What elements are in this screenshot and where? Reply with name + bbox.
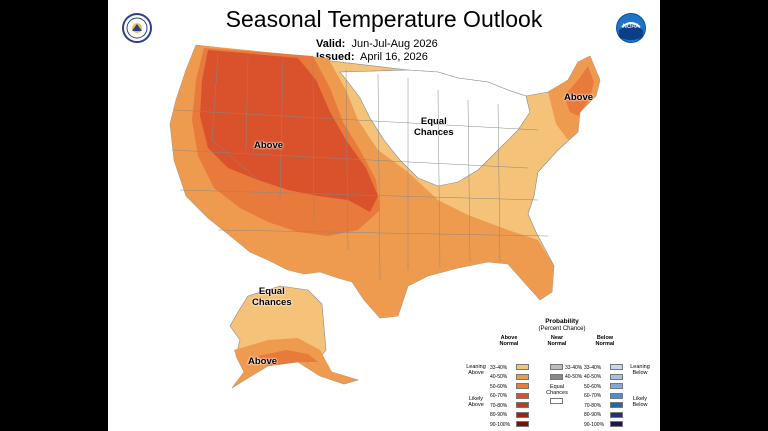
below-label: 70-80% <box>584 402 602 409</box>
group-line: Above <box>468 370 484 376</box>
probability-legend: Probability (Percent Chance) Above Norma… <box>460 318 660 431</box>
above-label: 33-40% <box>490 364 508 371</box>
group-line: Leaning <box>630 364 650 370</box>
above-60-70-region <box>200 50 378 212</box>
near-header: Near Normal <box>542 335 572 347</box>
below-label: 90-100% <box>584 421 605 428</box>
above-header-line: Normal <box>499 341 519 347</box>
above-swatch <box>516 411 529 418</box>
equal-chances-region <box>339 69 531 187</box>
legend-title: Probability <box>545 318 579 325</box>
below-swatch <box>610 373 623 380</box>
near-label: 40-50% <box>565 374 583 380</box>
leaning-above-label: Leaning Above <box>462 364 490 376</box>
commerce-seal-icon <box>122 13 152 43</box>
alaska-south-region <box>258 350 318 366</box>
below-label: 50-60% <box>584 383 602 390</box>
above-label: 80-90% <box>490 412 508 418</box>
legend-subtitle: (Percent Chance) <box>538 326 586 332</box>
below-swatch <box>610 364 623 370</box>
above-swatch <box>516 383 529 389</box>
northeast-core-region <box>564 66 594 116</box>
near-swatch <box>550 364 563 370</box>
near-header-line: Near <box>550 335 564 341</box>
above-header: Above Normal <box>494 335 524 347</box>
below-label: 33-40% <box>584 364 602 371</box>
page-title: Seasonal Temperature Outlook <box>225 6 543 32</box>
label-line: Equal <box>420 116 447 127</box>
likely-below-label: Likely Below <box>626 396 654 408</box>
outlook-panel: NOAA Seasonal Temperature Outlook Valid:… <box>108 0 660 431</box>
leaning-below-label: Leaning Below <box>626 364 654 376</box>
below-swatch <box>610 402 623 408</box>
below-swatch <box>610 392 623 399</box>
label-line: Chances <box>414 127 454 138</box>
below-header: Below Normal <box>590 335 620 347</box>
label-above-alaska: Above <box>248 356 278 367</box>
below-label: 60-70% <box>584 393 602 399</box>
below-swatch <box>610 411 623 418</box>
group-line: Below <box>632 402 648 408</box>
label-above-northeast: Above <box>564 92 594 103</box>
label-equal-chances-midwest: Equal Chances <box>414 116 454 138</box>
issued-value: April 16, 2026 <box>360 51 428 63</box>
label-line: Chances <box>252 297 292 308</box>
equal-chances-legend: Equal Chances <box>540 384 574 396</box>
above-label: 90-100% <box>490 421 511 428</box>
below-label: 40-50% <box>584 374 602 380</box>
noaa-logo-icon: NOAA <box>616 13 646 43</box>
valid-label: Valid: <box>316 38 346 50</box>
group-line: Likely <box>468 396 484 402</box>
near-swatch <box>550 373 563 380</box>
above-label: 60-70% <box>490 393 508 399</box>
above-swatch <box>516 402 529 408</box>
group-line: Chances <box>546 390 568 396</box>
above-swatch <box>516 364 529 370</box>
group-line: Above <box>468 402 484 408</box>
below-swatch <box>610 421 623 427</box>
label-equal-chances-alaska: Equal Chances <box>252 286 292 308</box>
svg-text:NOAA: NOAA <box>622 24 639 30</box>
group-line: Likely <box>632 396 648 402</box>
group-line: Equal <box>549 384 565 390</box>
label-above-west: Above <box>254 140 284 151</box>
label-line: Equal <box>258 286 285 297</box>
likely-above-label: Likely Above <box>462 396 490 408</box>
above-header-line: Above <box>500 335 518 341</box>
outlook-map <box>169 44 601 389</box>
above-label: 70-80% <box>490 402 508 409</box>
above-swatch <box>516 392 529 399</box>
group-line: Below <box>632 370 648 376</box>
above-label: 40-50% <box>490 374 508 380</box>
group-line: Leaning <box>466 364 486 370</box>
equal-chances-swatch <box>550 398 563 404</box>
below-swatch <box>610 383 623 389</box>
above-label: 50-60% <box>490 383 508 390</box>
alaska-above-region <box>232 338 358 388</box>
valid-row: Valid: Jun-Jul-Aug 2026 <box>316 38 438 50</box>
near-label: 33-40% <box>565 364 583 371</box>
below-header-line: Normal <box>595 341 615 347</box>
above-swatch <box>516 373 529 380</box>
state-lines <box>171 54 549 281</box>
below-label: 80-90% <box>584 412 602 418</box>
above-swatch <box>516 421 529 427</box>
near-header-line: Normal <box>547 341 567 347</box>
below-header-line: Below <box>596 335 614 341</box>
valid-value: Jun-Jul-Aug 2026 <box>351 38 438 50</box>
